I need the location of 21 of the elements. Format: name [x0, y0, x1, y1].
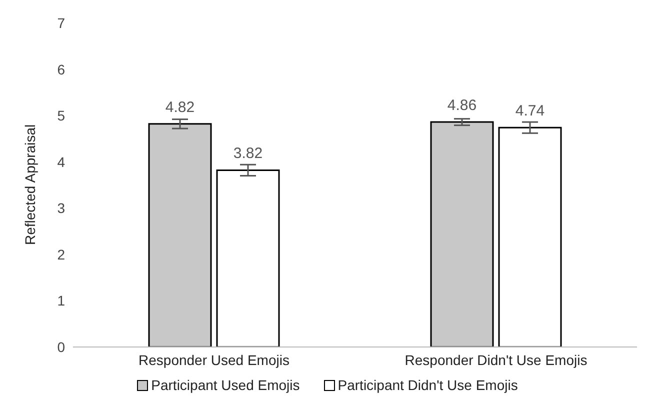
legend-label: Participant Didn't Use Emojis [336, 377, 518, 393]
x-tick-label: Responder Didn't Use Emojis [404, 352, 588, 368]
data-label: 4.82 [165, 98, 195, 116]
data-label: 4.86 [447, 97, 477, 114]
y-tick-label: 1 [57, 292, 66, 309]
y-tick-label: 0 [57, 338, 66, 355]
y-tick-label: 2 [57, 246, 66, 262]
x-tick-label: Responder Used Emojis [138, 352, 290, 368]
y-tick-label: 4 [57, 154, 66, 170]
bar [430, 121, 494, 347]
data-label: 4.74 [515, 102, 545, 120]
legend-label: Participant Used Emojis [150, 377, 300, 393]
y-axis-title: Reflected Appraisal [22, 124, 38, 245]
y-tick-label: 5 [57, 108, 66, 124]
y-tick-label: 7 [57, 14, 66, 31]
bar [216, 169, 280, 347]
bar [148, 123, 212, 347]
y-tick-label: 3 [57, 200, 66, 216]
bar [498, 126, 562, 347]
y-tick-label: 6 [57, 61, 66, 78]
data-label: 3.82 [233, 145, 263, 162]
